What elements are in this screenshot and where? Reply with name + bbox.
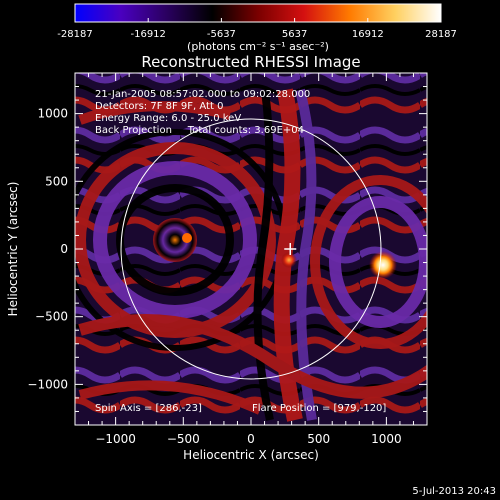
x-tick-label: −1000 <box>95 432 136 446</box>
heatmap-structures <box>75 88 427 422</box>
axis-ticks <box>74 72 428 426</box>
x-tick-label: 0 <box>247 432 255 446</box>
info-time-range: 21-Jan-2005 08:57:02.000 to 09:02:28.000 <box>95 89 310 100</box>
colorbar-ticks <box>74 18 442 22</box>
colorbar-tick-label: -5637 <box>207 29 236 40</box>
position-marker <box>284 243 297 255</box>
x-tick-labels: −1000 −500 0 500 1000 <box>95 432 401 446</box>
plot-area <box>75 73 427 425</box>
x-tick-label: 500 <box>307 432 330 446</box>
x-tick-label: 1000 <box>371 432 402 446</box>
info-method-counts: Back Projection Total counts: 3.69E+04 <box>95 125 304 136</box>
flare-position-label: Flare Position = [979,-120] <box>252 403 386 414</box>
flare-source <box>369 251 397 279</box>
colorbar-tick-label: 28187 <box>425 29 457 40</box>
secondary-source <box>281 252 297 268</box>
colorbar: -28187 -16912 -5637 5637 16912 28187 (photons… <box>57 3 457 53</box>
colorbar-tick-label: 5637 <box>282 29 307 40</box>
info-block: 21-Jan-2005 08:57:02.000 to 09:02:28.000… <box>95 89 310 136</box>
core-source <box>182 233 192 243</box>
solar-limb <box>120 118 382 380</box>
colorbar-tick-labels: -28187 -16912 -5637 5637 16912 28187 <box>57 29 457 40</box>
colorbar-tick-label: -28187 <box>57 29 92 40</box>
timestamp: 5-Jul-2013 20:43 <box>412 486 496 497</box>
colorbar-units: (photons cm⁻² s⁻¹ asec⁻²) <box>187 40 329 53</box>
colorbar-tick-label: -16912 <box>130 29 165 40</box>
spin-axis-label: Spin Axis = [286,-23] <box>95 403 202 414</box>
y-tick-labels: −1000 −500 0 500 1000 <box>27 107 68 392</box>
info-detectors: Detectors: 7F 8F 9F, Att 0 <box>95 101 223 112</box>
x-axis-label: Heliocentric X (arcsec) <box>183 448 319 462</box>
colorbar-gradient <box>74 3 442 23</box>
y-tick-label: 1000 <box>37 107 68 121</box>
info-energy-range: Energy Range: 6.0 - 25.0 keV <box>95 113 241 124</box>
y-tick-label: −500 <box>35 310 68 324</box>
y-tick-label: −1000 <box>27 377 68 391</box>
chart-title: Reconstructed RHESSI Image <box>141 53 360 71</box>
y-tick-label: 0 <box>60 242 68 256</box>
y-axis-label: Heliocentric Y (arcsec) <box>6 182 20 317</box>
y-tick-label: 500 <box>45 174 68 188</box>
colorbar-tick-label: 16912 <box>352 29 384 40</box>
x-tick-label: −500 <box>167 432 200 446</box>
